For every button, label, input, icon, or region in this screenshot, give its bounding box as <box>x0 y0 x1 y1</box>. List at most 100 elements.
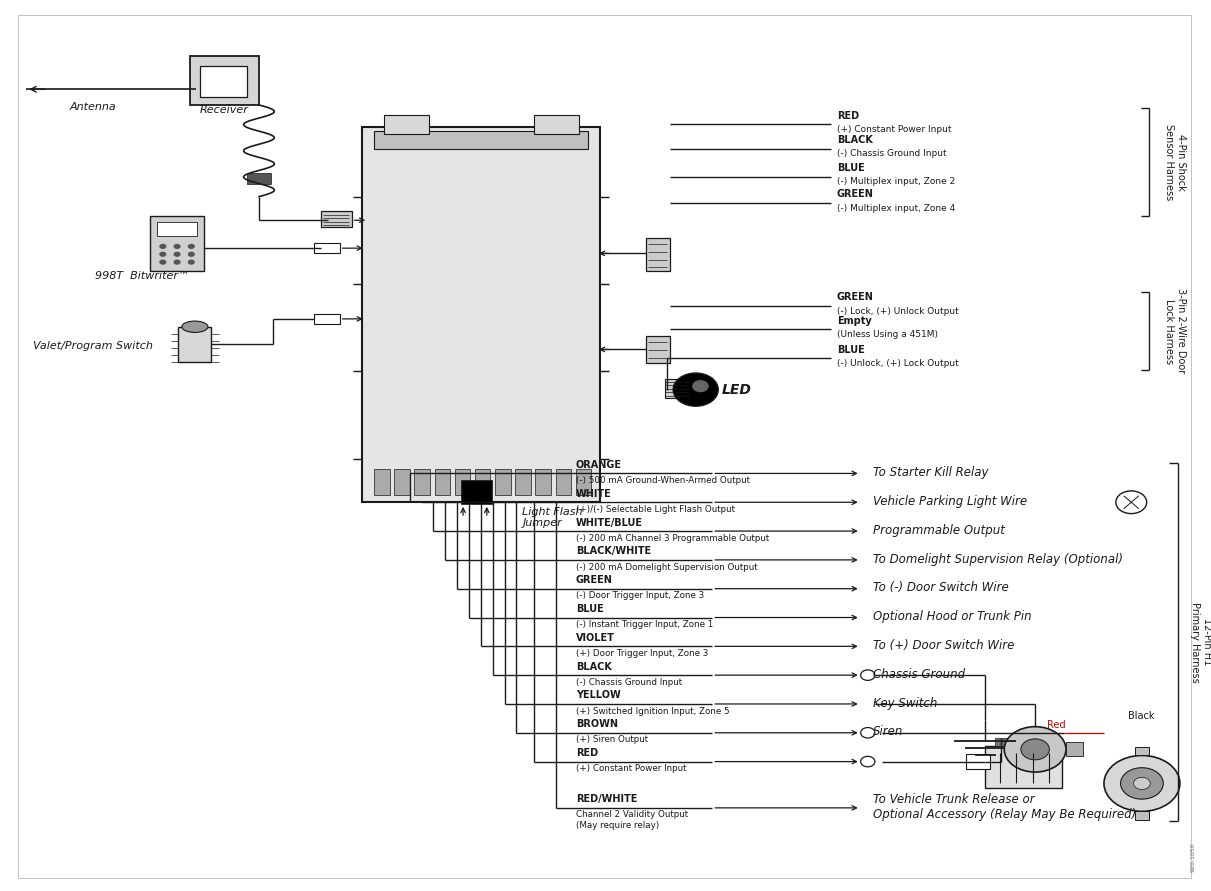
Circle shape <box>1021 739 1050 760</box>
Circle shape <box>173 259 180 265</box>
Bar <box>1037 738 1050 746</box>
Text: BLUE: BLUE <box>837 345 865 355</box>
Bar <box>1135 747 1149 756</box>
Text: (+) Switched Ignition Input, Zone 5: (+) Switched Ignition Input, Zone 5 <box>576 707 729 715</box>
Text: GREEN: GREEN <box>837 292 874 302</box>
Text: Vehicle Parking Light Wire: Vehicle Parking Light Wire <box>872 495 1027 508</box>
Bar <box>314 243 339 253</box>
Bar <box>475 469 490 495</box>
Circle shape <box>693 380 708 392</box>
Text: Key Switch: Key Switch <box>872 697 937 709</box>
Text: (-) 500 mA Ground-When-Armed Output: (-) 500 mA Ground-When-Armed Output <box>576 476 750 485</box>
Bar <box>556 469 572 495</box>
Bar <box>247 173 271 184</box>
Circle shape <box>173 244 180 249</box>
Text: 998T  Bitwriter™: 998T Bitwriter™ <box>96 271 189 281</box>
Text: YELLOW: YELLOW <box>576 691 620 700</box>
Bar <box>190 56 259 105</box>
Text: BROWN: BROWN <box>576 719 618 729</box>
Text: To (-) Door Switch Wire: To (-) Door Switch Wire <box>872 581 1009 594</box>
Text: GREEN: GREEN <box>837 189 874 200</box>
Text: GREEN: GREEN <box>576 576 613 585</box>
Bar <box>576 469 591 495</box>
Bar <box>665 380 689 398</box>
Text: Red: Red <box>1048 720 1066 730</box>
Bar <box>178 327 212 362</box>
Bar <box>534 115 579 134</box>
Text: (-) Unlock, (+) Lock Output: (-) Unlock, (+) Lock Output <box>837 359 959 368</box>
Text: BLUE: BLUE <box>576 604 603 614</box>
Circle shape <box>1133 777 1150 789</box>
Bar <box>362 127 599 503</box>
Text: BLACK/WHITE: BLACK/WHITE <box>576 546 652 556</box>
Text: ORANGE: ORANGE <box>576 460 621 470</box>
Circle shape <box>160 259 166 265</box>
Bar <box>321 211 351 227</box>
Circle shape <box>188 244 195 249</box>
Text: Valet/Program Switch: Valet/Program Switch <box>34 341 154 351</box>
Bar <box>645 336 670 363</box>
Text: To Starter Kill Relay: To Starter Kill Relay <box>872 466 988 479</box>
Text: Optional Hood or Trunk Pin: Optional Hood or Trunk Pin <box>872 610 1031 623</box>
Text: LED: LED <box>722 382 752 396</box>
Text: RED: RED <box>576 748 598 758</box>
Text: (+) Constant Power Input: (+) Constant Power Input <box>576 764 687 773</box>
Circle shape <box>1104 756 1180 812</box>
Bar <box>314 314 339 324</box>
Text: Antenna: Antenna <box>69 102 116 112</box>
Circle shape <box>1004 727 1066 772</box>
Bar <box>384 115 429 134</box>
Text: Siren: Siren <box>872 725 903 739</box>
Bar <box>645 238 670 271</box>
Bar <box>200 66 247 97</box>
Text: (-) Door Trigger Input, Zone 3: (-) Door Trigger Input, Zone 3 <box>576 592 704 601</box>
Text: (-) Multiplex input, Zone 2: (-) Multiplex input, Zone 2 <box>837 177 955 186</box>
Text: (+)/(-) Selectable Light Flash Output: (+)/(-) Selectable Light Flash Output <box>576 505 735 514</box>
Bar <box>535 469 551 495</box>
Circle shape <box>173 251 180 257</box>
Text: (+) Door Trigger Input, Zone 3: (+) Door Trigger Input, Zone 3 <box>576 649 708 658</box>
Bar <box>986 746 1062 788</box>
Text: To (+) Door Switch Wire: To (+) Door Switch Wire <box>872 639 1014 652</box>
Text: (+) Constant Power Input: (+) Constant Power Input <box>837 125 952 134</box>
Circle shape <box>673 373 718 406</box>
Text: (-) Lock, (+) Unlock Output: (-) Lock, (+) Unlock Output <box>837 307 959 315</box>
Bar <box>495 469 511 495</box>
Text: (-) 200 mA Domelight Supervision Output: (-) 200 mA Domelight Supervision Output <box>576 562 757 571</box>
Text: 3-Pin 2-Wire Door
Lock Harness: 3-Pin 2-Wire Door Lock Harness <box>1164 289 1186 373</box>
Text: (-) Instant Trigger Input, Zone 1: (-) Instant Trigger Input, Zone 1 <box>576 620 713 629</box>
Bar <box>435 469 450 495</box>
Circle shape <box>160 251 166 257</box>
Bar <box>455 469 470 495</box>
Bar <box>374 469 390 495</box>
Text: (+) Siren Output: (+) Siren Output <box>576 735 648 744</box>
Text: Receiver: Receiver <box>200 105 249 115</box>
Text: WHITE: WHITE <box>576 489 612 499</box>
Bar <box>966 754 991 770</box>
Text: Light Flash
Jumper: Light Flash Jumper <box>522 507 582 528</box>
Bar <box>1135 812 1149 820</box>
Bar <box>157 222 197 236</box>
Text: (-) 200 mA Channel 3 Programmable Output: (-) 200 mA Channel 3 Programmable Output <box>576 534 769 543</box>
Bar <box>1066 742 1083 756</box>
Circle shape <box>188 251 195 257</box>
Text: Chassis Ground: Chassis Ground <box>872 667 965 681</box>
Circle shape <box>188 259 195 265</box>
Text: 4-Pin Shock
Sensor Harness: 4-Pin Shock Sensor Harness <box>1164 124 1186 200</box>
Bar <box>395 469 409 495</box>
Bar <box>516 469 530 495</box>
Text: BLUE: BLUE <box>837 163 865 173</box>
Text: To Vehicle Trunk Release or
Optional Accessory (Relay May Be Required): To Vehicle Trunk Release or Optional Acc… <box>872 793 1136 821</box>
Text: Empty: Empty <box>837 316 872 326</box>
Text: VIOLET: VIOLET <box>576 633 615 642</box>
Text: 920-1050: 920-1050 <box>1190 842 1195 871</box>
Text: RED: RED <box>837 110 859 120</box>
Text: (-) Multiplex input, Zone 4: (-) Multiplex input, Zone 4 <box>837 204 955 213</box>
Text: Black: Black <box>1127 711 1154 721</box>
Text: Channel 2 Validity Output
(May require relay): Channel 2 Validity Output (May require r… <box>576 811 688 830</box>
Text: (-) Chassis Ground Input: (-) Chassis Ground Input <box>837 150 947 159</box>
Bar <box>994 738 1009 746</box>
Text: WHITE/BLUE: WHITE/BLUE <box>576 518 643 527</box>
Bar <box>374 131 587 149</box>
Text: (-) Chassis Ground Input: (-) Chassis Ground Input <box>576 678 682 687</box>
